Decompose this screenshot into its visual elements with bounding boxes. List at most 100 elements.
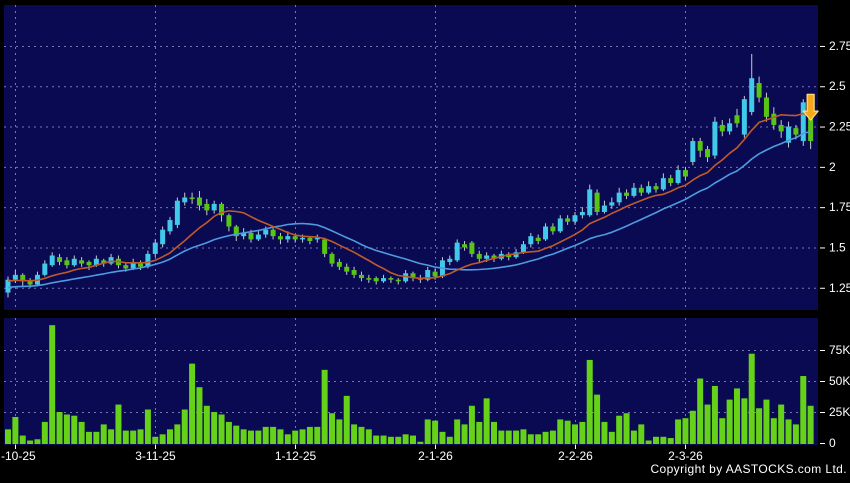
volume-bar [358,426,365,444]
candle [447,255,453,266]
volume-bar [93,431,100,444]
candle [579,207,585,219]
candle [167,216,173,235]
candle [182,192,188,206]
candle [587,184,593,217]
volume-bar [741,398,748,444]
svg-text:50K: 50K [829,374,850,388]
candle [550,223,556,235]
volume-bar [432,420,439,444]
candle [697,137,703,158]
candle [800,99,806,146]
volume-bar [424,419,431,444]
candle [196,191,202,211]
volume-bar [108,429,115,444]
volume-bar [189,363,196,444]
candle [373,276,379,285]
volume-bar [270,426,277,444]
volume-bar [402,434,409,444]
svg-text:2-3-26: 2-3-26 [668,449,703,463]
volume-bar [483,398,490,444]
ma-line-10 [7,112,811,282]
candle [668,174,674,187]
volume-bar [520,429,527,444]
volume-bar [417,441,424,444]
volume-bar [763,399,770,444]
candle [690,137,696,166]
candle [425,266,431,282]
volume-bar [719,418,726,444]
svg-text:0: 0 [829,436,836,450]
candle [528,232,534,248]
volume-bar [572,424,578,444]
volume-bar [638,424,645,444]
price-axis-labels: 2.75 2.5 2.25 2 1.75 1.5 1.25 [820,39,850,295]
candle [255,229,261,242]
svg-text:2: 2 [829,160,836,174]
volume-bar [336,419,343,444]
volume-bar [343,395,350,444]
volume-bar [63,414,70,444]
volume-bar [446,436,453,444]
candle [756,76,762,103]
volume-bar [351,424,358,444]
svg-text:2-1-26: 2-1-26 [418,449,453,463]
volume-bar [564,420,571,444]
volume-bar [167,429,173,444]
candle [277,232,283,245]
volume-bar [56,412,63,444]
volume-bar [248,430,254,444]
candle [189,192,195,204]
svg-text:2.5: 2.5 [829,79,846,93]
grid-lines [4,5,818,445]
volume-bar [365,429,372,444]
candle [638,184,644,196]
volume-bar [144,409,151,444]
volume-bar [491,421,497,444]
volume-bar [527,434,534,444]
volume-bar [225,421,232,444]
svg-text:1.25: 1.25 [829,281,850,295]
volume-bar [306,426,313,444]
volume-bar [726,399,733,444]
candle [454,239,460,262]
candle [565,215,571,225]
volume-bar [697,378,704,444]
svg-text:25K: 25K [829,405,850,419]
candle [631,182,637,198]
volume-bar [329,413,335,444]
volume-bar [292,430,299,444]
volume-bar [660,436,667,444]
candle [241,228,247,240]
volume-bar [505,430,512,444]
volume-bar [608,431,615,444]
volume-bar [181,409,188,444]
candle [410,271,416,282]
candle [86,260,92,271]
volume-bar [71,415,78,444]
svg-text:2.75: 2.75 [829,39,850,53]
candle [381,274,387,283]
volume-bar [380,435,387,444]
candle [749,54,755,116]
volume-bar [174,424,181,444]
volume-bar [513,430,520,444]
volume-bar [373,435,380,444]
candle [160,226,166,248]
volume-bar [395,436,402,444]
volume-bar [498,430,505,444]
volume-bar [704,404,711,444]
volume-bar [807,405,814,444]
candle [351,266,357,279]
volume-bar [586,359,593,444]
volume-bar [623,413,630,444]
volume-bar [314,426,321,444]
volume-bar [100,424,107,444]
volume-bar [78,421,85,444]
volume-bar [439,431,446,444]
down-arrow-marker [802,93,819,121]
candle [211,200,217,214]
ma-line-20 [7,130,811,289]
candle [49,252,55,267]
